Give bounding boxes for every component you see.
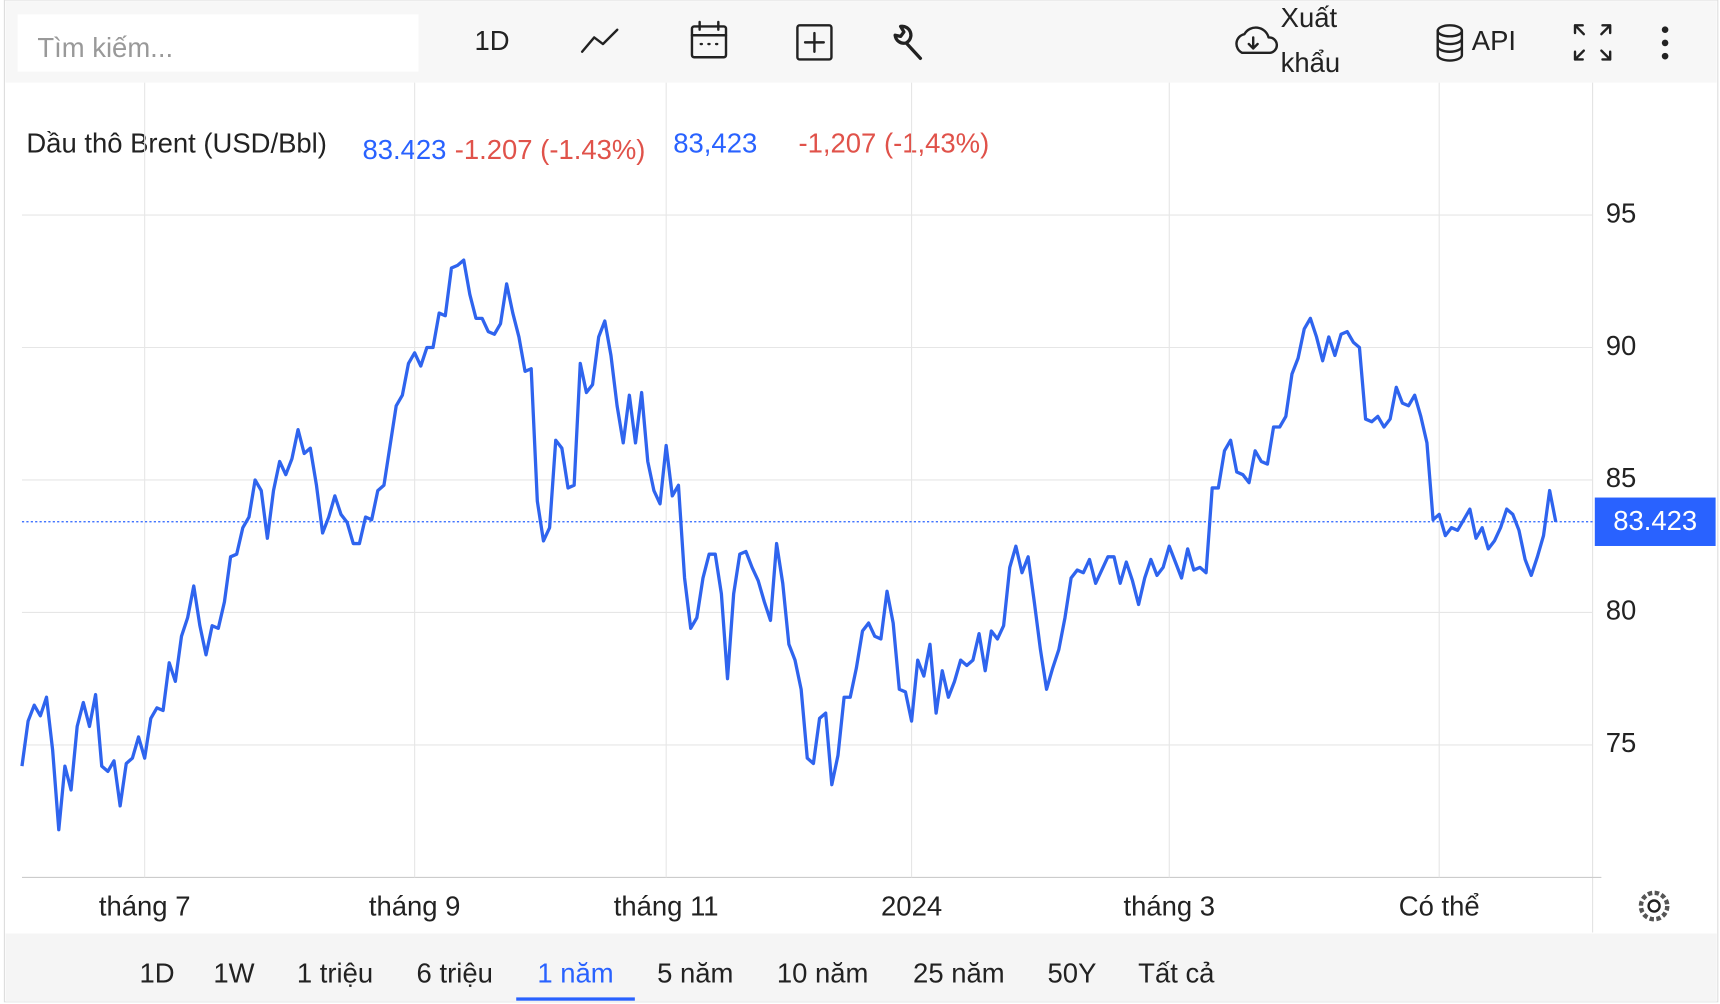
price: 83,423 [673,128,757,159]
price: 83.423 [362,134,446,165]
last-price-tag [1594,497,1716,546]
export-label[interactable]: khẩu [1281,47,1341,78]
search-box[interactable] [17,14,419,72]
x-tick-label: Có thể [1399,890,1480,921]
api-label[interactable]: API [1472,25,1516,56]
price-line [20,258,1558,832]
change: -1,207 (-1,43%) [798,128,989,159]
menu-icon[interactable] [1661,26,1669,60]
export-label[interactable]: Xuất [1281,2,1338,33]
range-button[interactable]: 6 triệu [417,958,493,989]
tools-icon[interactable] [893,24,923,60]
change: -1.207 (-1.43%) [455,134,646,165]
range-button[interactable]: 1W [213,958,254,989]
instrument-name: Dầu thô Brent (USD/Bbl) [26,128,327,159]
range-button[interactable]: 50Y [1048,958,1097,989]
x-tick-label: 2024 [881,890,942,921]
range-button[interactable]: Tất cả [1138,958,1215,989]
interval-button[interactable]: 1D [475,25,510,56]
range-button[interactable]: 1D [140,958,175,989]
api-icon[interactable] [1436,24,1464,62]
range-button[interactable]: 5 năm [657,958,733,989]
range-button[interactable]: 25 năm [913,958,1005,989]
range-button[interactable]: 1 triệu [297,958,373,989]
calendar-icon[interactable] [690,20,728,59]
last-price-label: 83.423 [1613,505,1697,536]
x-tick-label: tháng 3 [1123,890,1215,921]
y-tick-label: 90 [1606,330,1637,361]
range-button[interactable]: 1 năm [537,958,613,989]
compare-icon[interactable] [796,24,833,61]
range-bar [5,933,1717,1002]
x-tick-label: tháng 11 [614,890,719,921]
export-icon[interactable] [1235,26,1279,55]
chart-type-icon[interactable] [580,28,619,53]
x-tick-label: tháng 7 [99,890,191,921]
y-tick-label: 95 [1606,197,1637,228]
range-underline [516,997,635,1001]
settings-icon[interactable] [1638,890,1670,922]
y-tick-label: 75 [1606,727,1637,758]
range-button[interactable]: 10 năm [777,958,869,989]
y-tick-label: 80 [1606,595,1637,626]
y-tick-label: 85 [1606,462,1637,493]
x-tick-label: tháng 9 [369,890,461,921]
fullscreen-icon[interactable] [1573,24,1612,61]
search-placeholder: Tìm kiếm... [37,32,173,63]
